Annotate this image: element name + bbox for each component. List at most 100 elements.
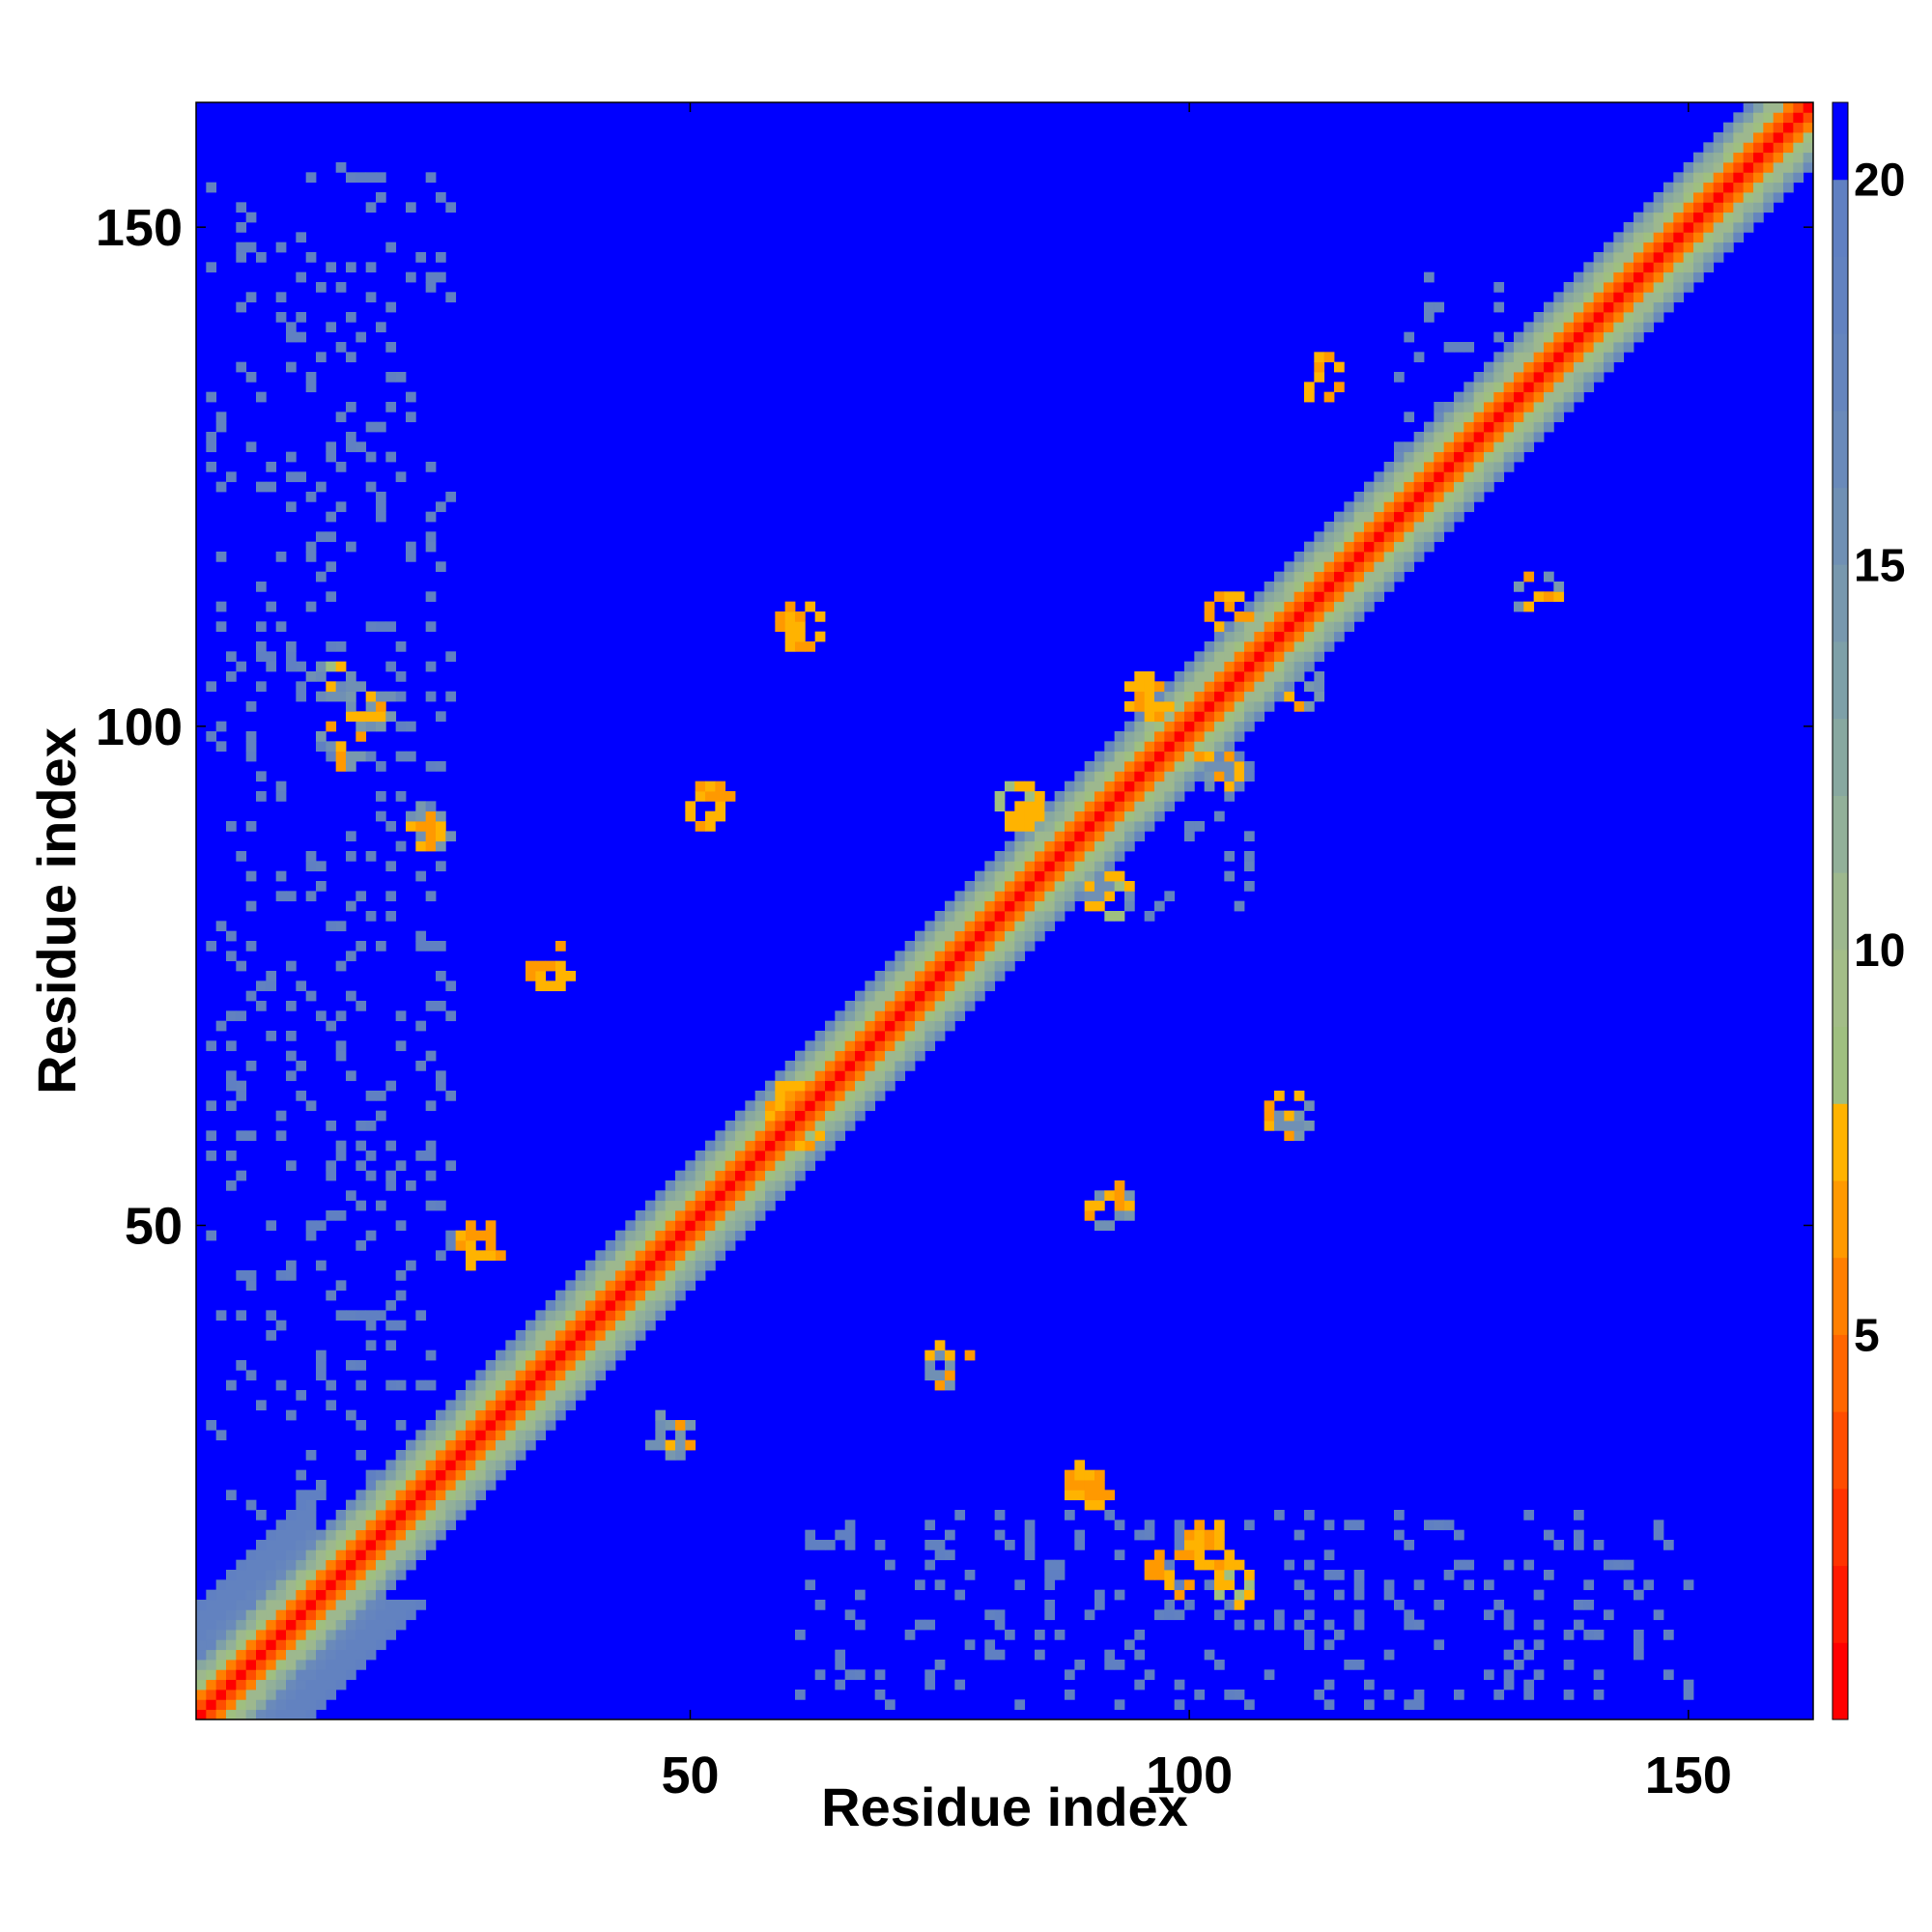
heatmap-cell <box>1473 441 1485 453</box>
heatmap-cell <box>765 1190 776 1202</box>
heatmap-cell <box>994 1510 1006 1520</box>
heatmap-cell <box>376 691 386 702</box>
colorbar-tick-label: 10 <box>1854 925 1905 977</box>
heatmap-cell <box>1164 1570 1176 1580</box>
heatmap-cell <box>1154 801 1165 812</box>
x-tick-label: 50 <box>661 1747 719 1804</box>
heatmap-cell <box>1613 292 1625 303</box>
heatmap-cell <box>1194 731 1206 742</box>
heatmap-cell <box>885 1040 895 1052</box>
heatmap-cell <box>1154 721 1165 732</box>
heatmap-cell <box>256 481 267 493</box>
heatmap-cell <box>665 1280 676 1292</box>
heatmap-cell <box>695 781 706 792</box>
heatmap-cell <box>635 1300 646 1311</box>
heatmap-cell <box>1124 1639 1135 1651</box>
heatmap-cell <box>1114 731 1125 742</box>
heatmap-cell <box>296 1609 307 1621</box>
heatmap-cell <box>296 1709 307 1720</box>
heatmap-cell <box>1024 861 1036 872</box>
heatmap-cell <box>1424 432 1435 442</box>
heatmap-cell <box>206 1230 217 1241</box>
heatmap-cell <box>1353 552 1365 562</box>
heatmap-cell <box>1104 761 1116 772</box>
heatmap-cell <box>1244 721 1255 732</box>
heatmap-cell <box>1035 861 1045 872</box>
heatmap-cell <box>1174 1540 1185 1550</box>
heatmap-cell <box>365 292 377 303</box>
heatmap-cell <box>346 1609 356 1621</box>
heatmap-cell <box>904 1031 916 1041</box>
heatmap-cell <box>1184 1600 1195 1610</box>
heatmap-cell <box>984 951 996 962</box>
heatmap-cell <box>1274 621 1285 633</box>
heatmap-cell <box>335 1310 347 1321</box>
heatmap-cell <box>1024 821 1036 832</box>
heatmap-cell <box>1094 821 1105 832</box>
heatmap-cell <box>226 1589 237 1601</box>
heatmap-cell <box>286 1529 297 1541</box>
heatmap-cell <box>1783 172 1794 184</box>
heatmap-cell <box>415 1460 427 1471</box>
heatmap-cell <box>385 1549 397 1561</box>
heatmap-cell <box>1244 631 1255 642</box>
heatmap-cell <box>1024 831 1036 842</box>
heatmap-cell <box>555 1360 566 1371</box>
heatmap-cell <box>1314 631 1325 642</box>
heatmap-cell <box>335 1600 347 1610</box>
heatmap-cell <box>895 1031 906 1041</box>
heatmap-cell <box>425 661 437 672</box>
heatmap-cell <box>296 1520 307 1531</box>
heatmap-cell <box>945 1360 955 1371</box>
heatmap-cell <box>305 1450 317 1461</box>
heatmap-cell <box>296 1549 307 1561</box>
heatmap-cell <box>665 1210 676 1221</box>
heatmap-cell <box>335 501 347 513</box>
heatmap-cell <box>305 1559 317 1571</box>
heatmap-cell <box>865 1020 876 1032</box>
heatmap-cell <box>805 1140 816 1151</box>
heatmap-cell <box>1184 761 1195 772</box>
heatmap-cell <box>1544 591 1554 603</box>
heatmap-cell <box>1693 212 1704 223</box>
heatmap-cell <box>335 1540 347 1550</box>
heatmap-cell <box>1224 671 1236 682</box>
heatmap-cell <box>395 1320 407 1331</box>
heatmap-cell <box>206 1709 217 1720</box>
heatmap-cell <box>305 1619 317 1631</box>
heatmap-cell <box>724 1160 736 1172</box>
heatmap-cell <box>575 1280 586 1292</box>
heatmap-cell <box>1563 382 1575 393</box>
heatmap-cell <box>226 1669 237 1681</box>
heatmap-cell <box>286 1050 297 1062</box>
heatmap-cell <box>675 1240 686 1251</box>
heatmap-cell <box>445 1409 457 1421</box>
heatmap-cell <box>705 791 716 802</box>
heatmap-cell <box>1364 561 1375 573</box>
heatmap-cell <box>286 1070 297 1082</box>
heatmap-cell <box>745 1130 756 1142</box>
heatmap-cell <box>784 1140 796 1151</box>
heatmap-cell <box>1693 242 1704 253</box>
heatmap-cell <box>865 1091 876 1101</box>
heatmap-cell <box>335 1510 347 1520</box>
heatmap-cell <box>645 1240 656 1251</box>
heatmap-cell <box>436 501 446 513</box>
heatmap-cell <box>296 232 307 243</box>
heatmap-cell <box>355 1360 367 1371</box>
colorbar-segment <box>1833 410 1848 489</box>
heatmap-cell <box>1084 1499 1095 1511</box>
heatmap-cell <box>655 1270 667 1281</box>
heatmap-cell <box>855 1669 866 1681</box>
heatmap-cell <box>425 1450 437 1461</box>
heatmap-cell <box>395 1290 407 1301</box>
heatmap-cell <box>1623 242 1634 253</box>
heatmap-cell <box>1493 301 1505 313</box>
heatmap-cell <box>1443 402 1455 412</box>
heatmap-cell <box>1044 801 1056 812</box>
heatmap-cell <box>1753 202 1764 213</box>
heatmap-cell <box>385 1579 397 1591</box>
heatmap-cell <box>1224 1570 1236 1580</box>
heatmap-cell <box>1084 801 1095 812</box>
heatmap-cell <box>425 511 437 523</box>
